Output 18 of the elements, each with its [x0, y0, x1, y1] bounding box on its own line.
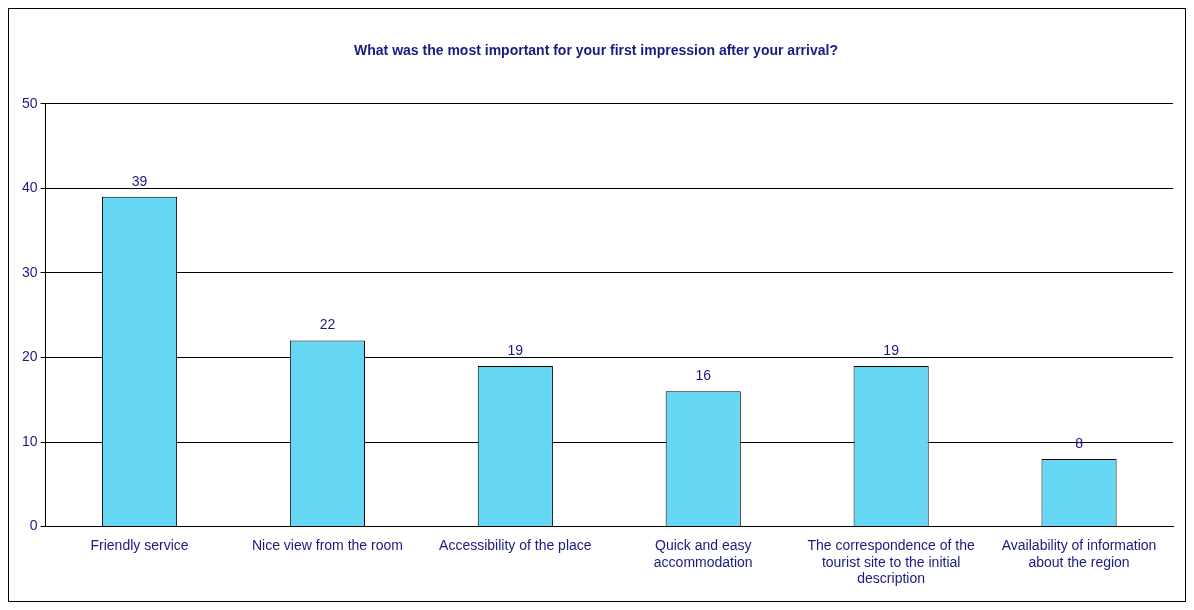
data-label: 39 [131, 172, 148, 189]
y-tick-label: 20 [21, 348, 38, 365]
data-label: 16 [695, 367, 712, 384]
y-tick-label: 30 [21, 263, 38, 280]
data-label: 22 [319, 316, 336, 333]
y-tick-label: 10 [21, 432, 38, 449]
y-tick-label: 0 [29, 517, 38, 534]
x-tick-label: The correspondence of the tourist site to the initial description [807, 536, 976, 587]
y-tick-label: 50 [21, 94, 38, 111]
x-tick-label: Accessibility of the place [439, 536, 592, 553]
data-label: 19 [883, 341, 900, 358]
data-label: 19 [507, 341, 524, 358]
chart-title: What was the most important for your first impression after your arrival? [354, 42, 838, 59]
x-tick-label: Availability of information about the region [1001, 536, 1157, 570]
x-tick-label: Nice view from the room [251, 536, 403, 553]
x-tick-label: Quick and easy accommodation [653, 536, 753, 570]
x-tick-label: Friendly service [90, 536, 189, 553]
y-tick-label: 40 [21, 179, 38, 196]
